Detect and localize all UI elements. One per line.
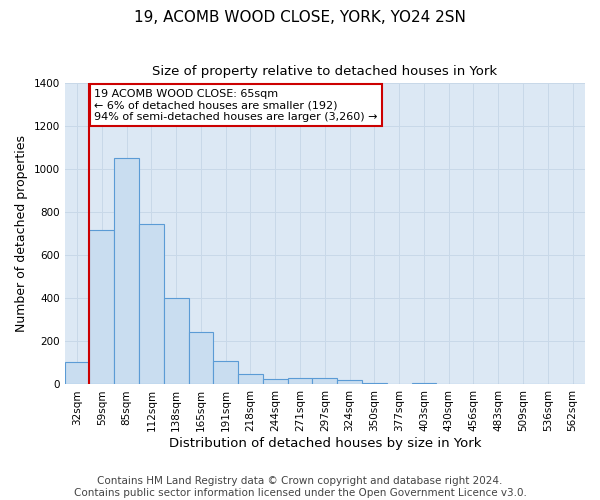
Bar [164, 298, 188, 384]
Bar [313, 378, 337, 384]
Bar [89, 230, 114, 384]
Bar [65, 362, 89, 384]
X-axis label: Distribution of detached houses by size in York: Distribution of detached houses by size … [169, 437, 481, 450]
Text: 19 ACOMB WOOD CLOSE: 65sqm
← 6% of detached houses are smaller (192)
94% of semi: 19 ACOMB WOOD CLOSE: 65sqm ← 6% of detac… [94, 88, 378, 122]
Bar [114, 158, 139, 384]
Bar [188, 332, 214, 384]
Text: 19, ACOMB WOOD CLOSE, YORK, YO24 2SN: 19, ACOMB WOOD CLOSE, YORK, YO24 2SN [134, 10, 466, 25]
Bar [337, 380, 362, 384]
Bar [263, 379, 287, 384]
Bar [139, 224, 164, 384]
Bar [214, 361, 238, 384]
Y-axis label: Number of detached properties: Number of detached properties [15, 136, 28, 332]
Bar [412, 382, 436, 384]
Title: Size of property relative to detached houses in York: Size of property relative to detached ho… [152, 65, 497, 78]
Bar [362, 382, 387, 384]
Text: Contains HM Land Registry data © Crown copyright and database right 2024.
Contai: Contains HM Land Registry data © Crown c… [74, 476, 526, 498]
Bar [238, 374, 263, 384]
Bar [287, 378, 313, 384]
